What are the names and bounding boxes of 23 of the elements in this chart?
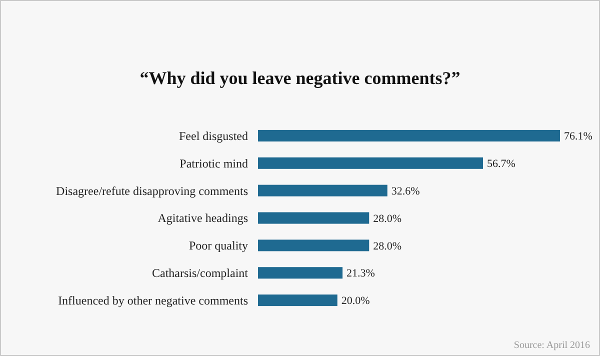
data-label: 28.0% xyxy=(373,240,402,252)
bar xyxy=(258,212,370,224)
y-tick-label: Agitative headings xyxy=(158,211,248,226)
y-tick-label: Poor quality xyxy=(189,238,248,253)
bar xyxy=(258,240,370,252)
data-label: 20.0% xyxy=(341,295,370,308)
data-label: 32.6% xyxy=(391,185,420,198)
bar xyxy=(258,294,338,306)
bar xyxy=(258,267,343,279)
y-tick-label: Influenced by other negative comments xyxy=(58,293,248,308)
bar xyxy=(258,130,560,142)
data-label: 56.7% xyxy=(487,158,516,170)
y-tick-label: Catharsis/complaint xyxy=(152,266,249,280)
y-tick-label: Feel disgusted xyxy=(179,128,248,143)
bar xyxy=(258,157,484,169)
data-label: 21.3% xyxy=(346,268,375,280)
chart-title: “Why did you leave negative comments?” xyxy=(140,68,460,88)
y-tick-label: Patriotic mind xyxy=(180,156,248,170)
source-note: Source: April 2016 xyxy=(514,340,590,351)
y-tick-label: Disagree/refute disapproving comments xyxy=(56,184,248,198)
data-label: 76.1% xyxy=(564,130,592,143)
data-label: 28.0% xyxy=(373,212,402,225)
bar xyxy=(258,184,388,196)
